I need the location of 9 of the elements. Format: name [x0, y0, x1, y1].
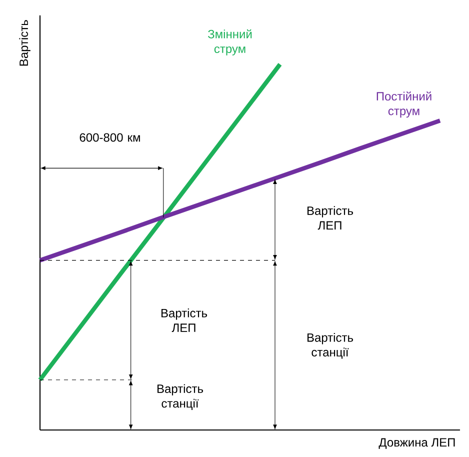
x-axis-title: Довжина ЛЕП [378, 438, 455, 449]
y-axis-title: Вартість [19, 20, 30, 66]
annotation: Вартість станції [157, 384, 204, 410]
series-label: Постійний струм [376, 92, 432, 118]
annotation: Вартість ЛЕП [161, 308, 208, 332]
text: Змінний струм [208, 29, 252, 56]
annotation: Вартість станції [307, 333, 354, 359]
annotation: 600-800 км [80, 133, 140, 142]
annotation: Вартість ЛЕП [307, 206, 354, 230]
